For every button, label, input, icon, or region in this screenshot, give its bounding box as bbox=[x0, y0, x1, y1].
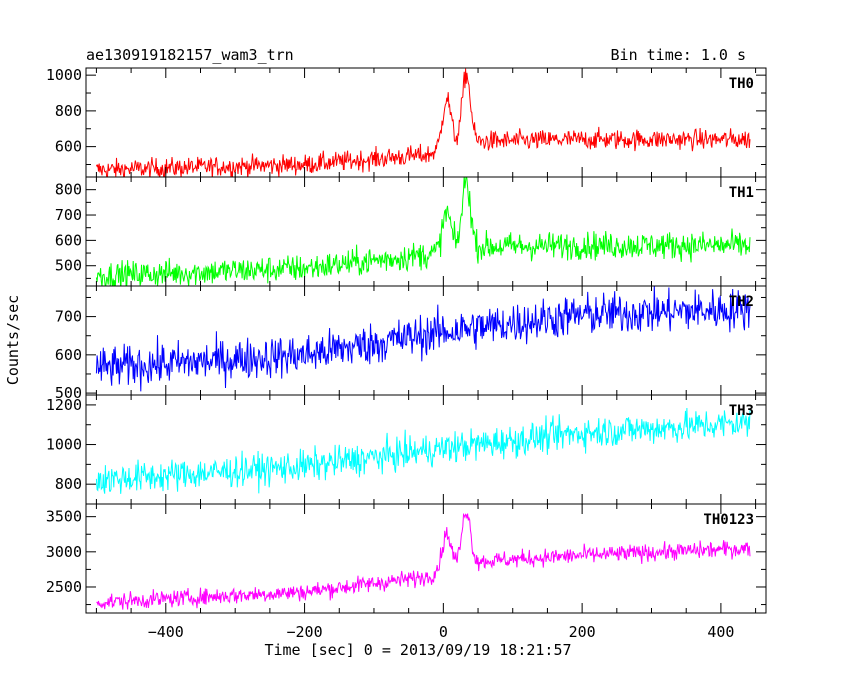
y-tick-label: 3500 bbox=[46, 508, 82, 526]
series-line-th1 bbox=[95, 177, 751, 286]
header-bin-time: Bin time: 1.0 s bbox=[611, 46, 746, 64]
series-line-th3 bbox=[95, 407, 751, 494]
x-tick-label: −400 bbox=[148, 623, 184, 641]
y-tick-label: 600 bbox=[55, 346, 82, 364]
y-tick-label: 600 bbox=[55, 231, 82, 249]
y-tick-label: 500 bbox=[55, 257, 82, 275]
y-tick-label: 800 bbox=[55, 102, 82, 120]
y-tick-label: 1000 bbox=[46, 66, 82, 84]
x-tick-label: 400 bbox=[707, 623, 734, 641]
panel-label-th2: TH2 bbox=[729, 294, 754, 310]
y-tick-label: 1200 bbox=[46, 396, 82, 414]
y-tick-label: 1000 bbox=[46, 436, 82, 454]
y-tick-label: 600 bbox=[55, 138, 82, 156]
panel-frame bbox=[85, 503, 767, 614]
y-tick-label: 800 bbox=[55, 475, 82, 493]
x-axis-label: Time [sec] 0 = 2013/09/19 18:21:57 bbox=[264, 641, 571, 659]
header-title: ae130919182157_wam3_trn bbox=[86, 46, 294, 64]
y-tick-label: 3000 bbox=[46, 543, 82, 561]
panel-stack: 600 800 1000 TH0 500 600 700 800 TH1 500 600 700 TH2… bbox=[46, 66, 767, 614]
panel-label-th1: TH1 bbox=[729, 185, 754, 201]
y-tick-label: 2500 bbox=[46, 578, 82, 596]
series-line-th0 bbox=[95, 68, 751, 177]
panel-th2: 500 600 700 TH2 bbox=[55, 285, 767, 402]
panel-label-th3: TH3 bbox=[729, 403, 754, 419]
panel-label-th0123: TH0123 bbox=[703, 512, 754, 528]
panel-th0123: 2500 3000 3500 TH0123 bbox=[46, 503, 767, 614]
y-tick-label: 700 bbox=[55, 308, 82, 326]
x-tick-label: 200 bbox=[569, 623, 596, 641]
panel-th1: 500 600 700 800 TH1 bbox=[55, 176, 767, 287]
x-axis: −400 −200 0 200 400 bbox=[148, 623, 735, 641]
panel-th3: 800 1000 1200 TH3 bbox=[46, 394, 767, 505]
y-axis-label: Counts/sec bbox=[4, 295, 22, 385]
y-tick-label: 700 bbox=[55, 206, 82, 224]
panel-label-th0: TH0 bbox=[729, 76, 754, 92]
y-tick-label: 800 bbox=[55, 181, 82, 199]
series-line-th0123 bbox=[96, 512, 751, 610]
series-line-th2 bbox=[95, 286, 751, 392]
y-tick-label: 500 bbox=[55, 384, 82, 402]
panel-th0: 600 800 1000 TH0 bbox=[46, 66, 767, 178]
x-tick-label: 0 bbox=[439, 623, 448, 641]
x-tick-label: −200 bbox=[287, 623, 323, 641]
panel-frame bbox=[85, 176, 767, 287]
